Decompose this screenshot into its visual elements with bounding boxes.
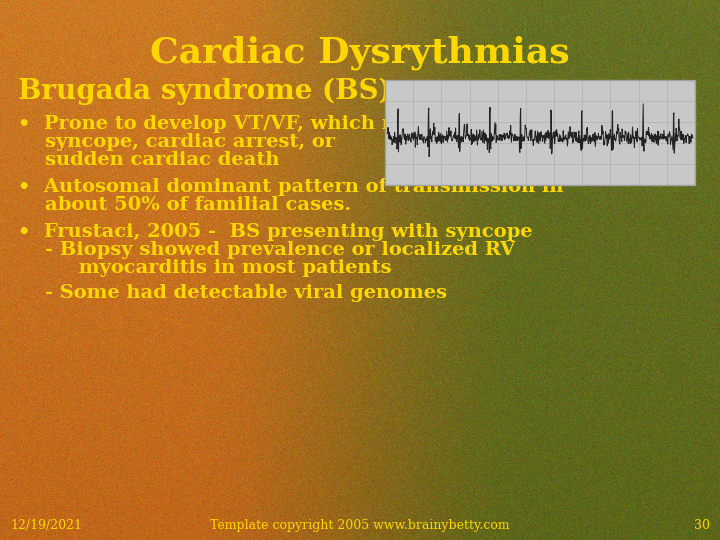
- Text: •  Prone to develop VT/VF, which may lead to: • Prone to develop VT/VF, which may lead…: [18, 115, 508, 133]
- Text: •  Frustaci, 2005 -  BS presenting with syncope: • Frustaci, 2005 - BS presenting with sy…: [18, 223, 533, 241]
- Text: Brugada syndrome (BS): Brugada syndrome (BS): [18, 78, 392, 105]
- Text: - Some had detectable viral genomes: - Some had detectable viral genomes: [18, 284, 447, 302]
- Text: myocarditis in most patients: myocarditis in most patients: [18, 259, 392, 277]
- Text: 12/19/2021: 12/19/2021: [10, 519, 82, 532]
- FancyBboxPatch shape: [385, 80, 695, 185]
- Text: 30: 30: [694, 519, 710, 532]
- Text: Template copyright 2005 www.brainybetty.com: Template copyright 2005 www.brainybetty.…: [210, 519, 510, 532]
- Text: sudden cardiac death: sudden cardiac death: [18, 151, 279, 169]
- Text: about 50% of familial cases.: about 50% of familial cases.: [18, 196, 351, 214]
- Text: - Biopsy showed prevalence or localized RV: - Biopsy showed prevalence or localized …: [18, 241, 516, 259]
- Text: •  Autosomal dominant pattern of transmission in: • Autosomal dominant pattern of transmis…: [18, 178, 564, 196]
- Text: syncope, cardiac arrest, or: syncope, cardiac arrest, or: [18, 133, 335, 151]
- Text: Cardiac Dysrythmias: Cardiac Dysrythmias: [150, 35, 570, 70]
